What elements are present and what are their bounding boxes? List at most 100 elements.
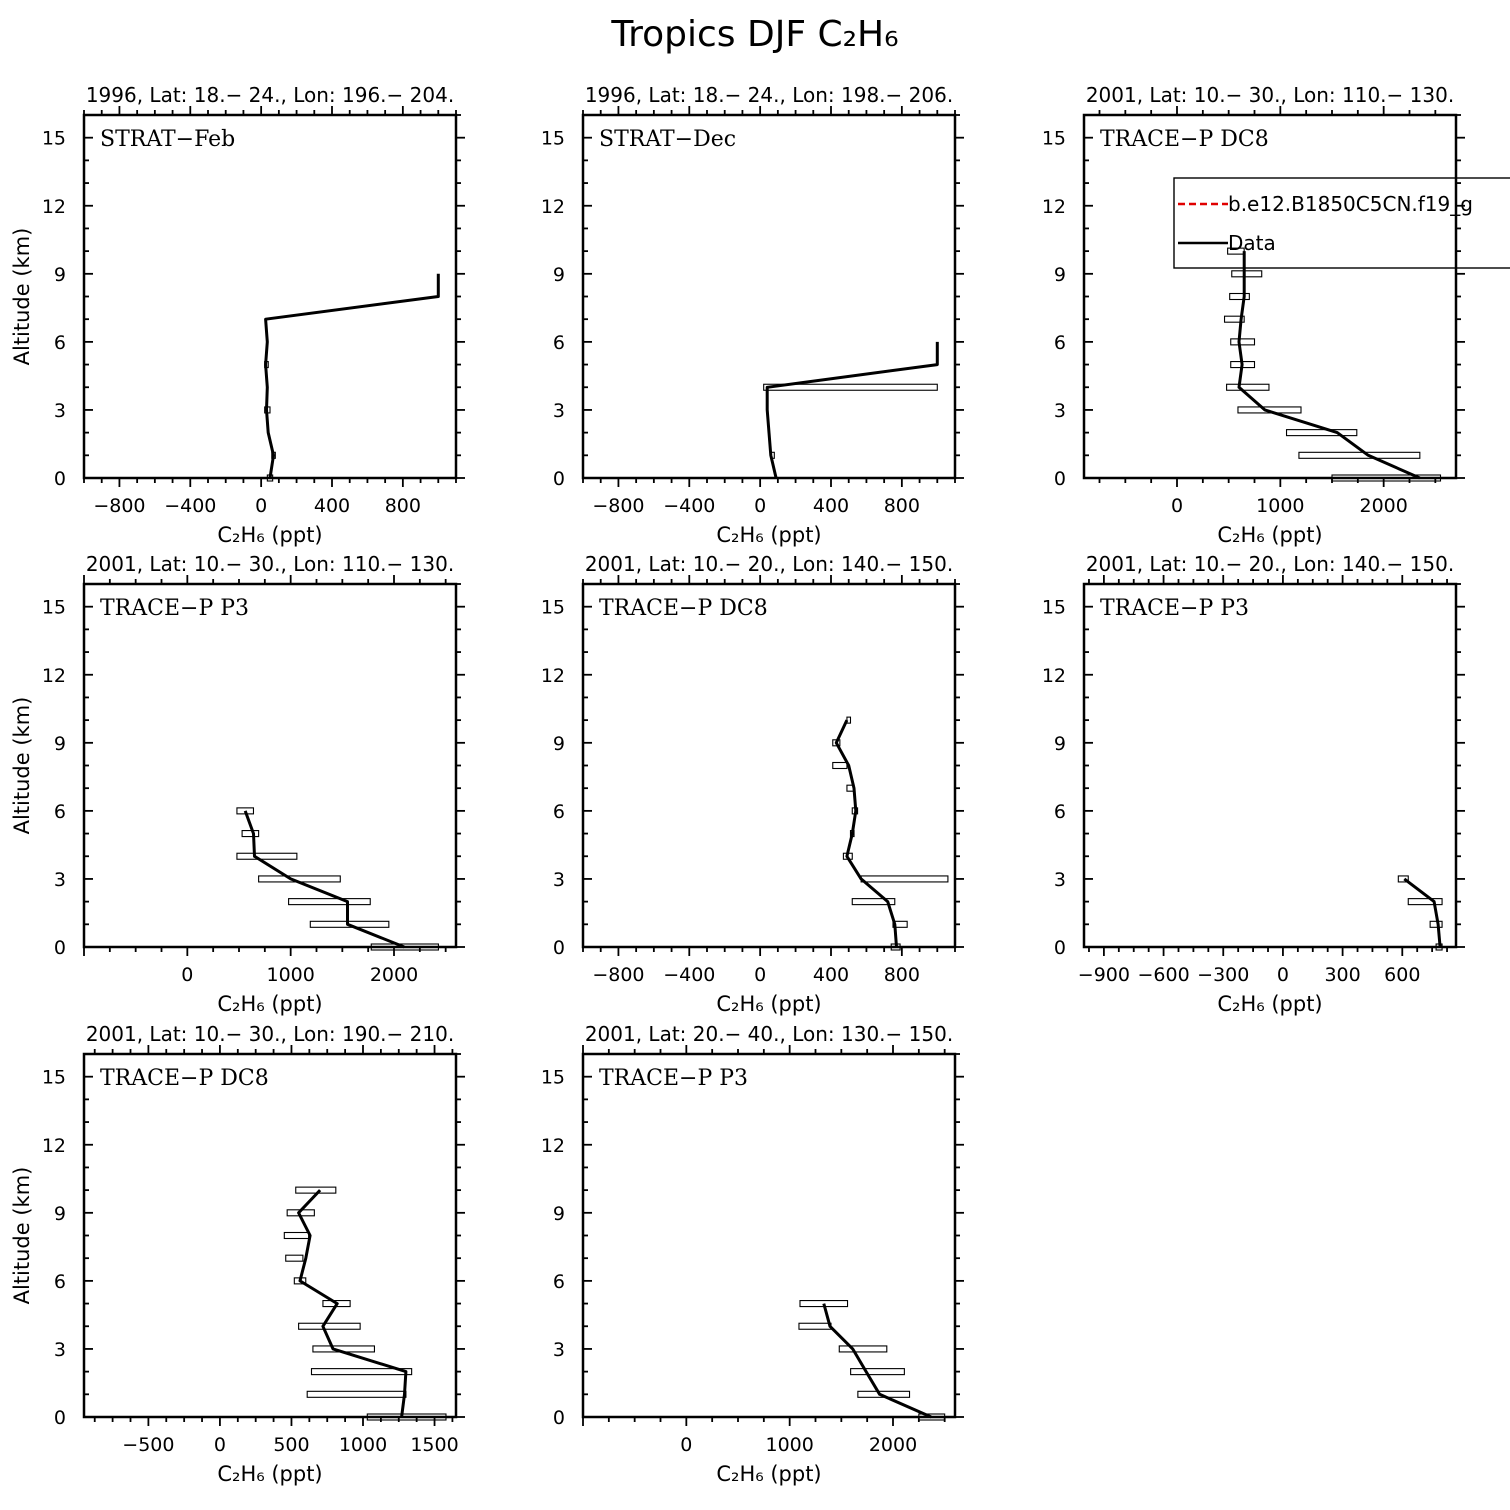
y-tick-label: 15 (42, 597, 66, 619)
x-axis-label: C₂H₆ (ppt) (1217, 523, 1322, 547)
x-tick-label: −300 (1197, 964, 1249, 986)
x-tick-label: 0 (1171, 495, 1183, 517)
plot-frame (82, 1052, 458, 1419)
panel-8: 2001, Lat: 20.− 40., Lon: 130.− 150. 0 3 6 9… (541, 1022, 964, 1486)
panel-label: TRACE−P DC8 (599, 596, 768, 621)
y-tick-label: 9 (553, 264, 565, 286)
y-tick-label: 15 (541, 128, 565, 150)
panel-label: TRACE−P DC8 (1100, 127, 1269, 152)
data-profile-line (297, 1189, 408, 1418)
panel-3: 2001, Lat: 10.− 30., Lon: 110.− 130. 0 3 6 9… (1042, 83, 1510, 547)
y-tick-label: 9 (54, 1203, 66, 1225)
panel-subtitle: 2001, Lat: 10.− 30., Lon: 110.− 130. (86, 552, 454, 576)
plot-frame (581, 1052, 957, 1419)
x-axis-label: C₂H₆ (ppt) (217, 1462, 322, 1486)
data-range-bar (1397, 875, 1409, 883)
x-tick-label: 1000 (266, 964, 314, 986)
y-tick-label: 0 (553, 937, 565, 959)
y-tick-label: 6 (553, 332, 565, 354)
y-tick-label: 12 (541, 1135, 565, 1157)
data-profile-line (264, 273, 440, 479)
figure-title: Tropics DJF C₂H₆ (610, 14, 898, 55)
y-tick-label: 0 (553, 1407, 565, 1429)
panel-label: TRACE−P DC8 (100, 1066, 269, 1091)
panel-2: 1996, Lat: 18.− 24., Lon: 198.− 206. 0 3 6 9… (541, 83, 964, 547)
data-range-bar (763, 383, 938, 391)
plot-frame (1082, 113, 1458, 480)
data-profile-line (243, 810, 405, 949)
y-tick-label: 9 (553, 733, 565, 755)
y-tick-label: 3 (553, 869, 565, 891)
x-tick-label: 400 (314, 495, 350, 517)
y-tick-label: 3 (1054, 869, 1066, 891)
y-tick-label: 9 (553, 1203, 565, 1225)
data-range-bar (798, 1322, 832, 1330)
y-tick-label: 15 (1042, 597, 1066, 619)
y-tick-label: 9 (1054, 733, 1066, 755)
y-tick-label: 0 (54, 468, 66, 490)
panel-7: 2001, Lat: 10.− 30., Lon: 190.− 210. 0 3 6 9… (10, 1022, 465, 1486)
x-tick-label: 2000 (1359, 495, 1407, 517)
plot-frame (1082, 582, 1458, 949)
legend-label: b.e12.B1850C5CN.f19_g (1228, 192, 1473, 216)
y-tick-label: 12 (42, 665, 66, 687)
x-tick-label: 0 (255, 495, 267, 517)
x-axis-label: C₂H₆ (ppt) (217, 523, 322, 547)
panel-label: STRAT−Feb (100, 127, 235, 152)
y-tick-label: 6 (553, 1271, 565, 1293)
y-tick-label: 3 (553, 1339, 565, 1361)
data-range-bar (288, 898, 371, 906)
y-tick-label: 12 (42, 196, 66, 218)
panel-subtitle: 1996, Lat: 18.− 24., Lon: 198.− 206. (585, 83, 953, 107)
y-tick-label: 0 (54, 937, 66, 959)
data-range-bar (370, 943, 439, 951)
data-range-bar (1230, 338, 1256, 346)
x-tick-label: −400 (164, 495, 216, 517)
x-axis-label: C₂H₆ (ppt) (716, 992, 821, 1016)
y-tick-label: 3 (1054, 400, 1066, 422)
data-range-bar (283, 1231, 310, 1240)
data-range-bar (1298, 451, 1421, 459)
x-tick-label: −800 (592, 495, 644, 517)
panel-subtitle: 1996, Lat: 18.− 24., Lon: 196.− 204. (86, 83, 454, 107)
data-range-bar (236, 852, 298, 860)
data-profile-line (1237, 251, 1421, 480)
panel-subtitle: 2001, Lat: 20.− 40., Lon: 130.− 150. (585, 1022, 953, 1046)
data-range-bar (1429, 920, 1443, 928)
plot-frame (82, 113, 458, 480)
y-tick-label: 15 (541, 597, 565, 619)
panel-subtitle: 2001, Lat: 10.− 30., Lon: 110.− 130. (1086, 83, 1454, 107)
x-tick-label: −800 (93, 495, 145, 517)
x-tick-label: −500 (122, 1434, 174, 1456)
data-range-bar (1331, 474, 1442, 482)
plot-frame (82, 582, 458, 949)
legend: b.e12.B1850C5CN.f19_g Data (1173, 177, 1510, 269)
data-range-bar (1285, 429, 1358, 437)
x-tick-label: 0 (680, 1434, 692, 1456)
data-range-bar (306, 1390, 407, 1398)
x-tick-label: 0 (214, 1434, 226, 1456)
panel-1: 1996, Lat: 18.− 24., Lon: 196.− 204. 0 3 6 9… (10, 83, 465, 547)
x-tick-label: 800 (385, 495, 421, 517)
x-axis-label: C₂H₆ (ppt) (217, 992, 322, 1016)
y-tick-label: 15 (42, 1067, 66, 1089)
panel-subtitle: 2001, Lat: 10.− 20., Lon: 140.− 150. (585, 552, 953, 576)
data-range-bar (1223, 315, 1245, 323)
x-tick-label: −400 (663, 964, 715, 986)
legend-frame (1173, 177, 1510, 269)
y-tick-label: 12 (1042, 196, 1066, 218)
x-tick-label: 300 (1324, 964, 1360, 986)
x-axis-label: C₂H₆ (ppt) (716, 523, 821, 547)
data-range-bar (850, 1368, 905, 1376)
x-tick-label: 2000 (370, 964, 418, 986)
y-tick-label: 12 (541, 665, 565, 687)
y-tick-label: 3 (553, 400, 565, 422)
panel-subtitle: 2001, Lat: 10.− 30., Lon: 190.− 210. (86, 1022, 454, 1046)
data-range-bar (285, 1254, 304, 1262)
y-tick-label: 15 (541, 1067, 565, 1089)
panel-label: TRACE−P P3 (100, 596, 249, 621)
y-tick-label: 6 (54, 801, 66, 823)
x-tick-label: 400 (813, 964, 849, 986)
data-range-bar (298, 1322, 361, 1330)
data-range-bar (1231, 270, 1263, 278)
